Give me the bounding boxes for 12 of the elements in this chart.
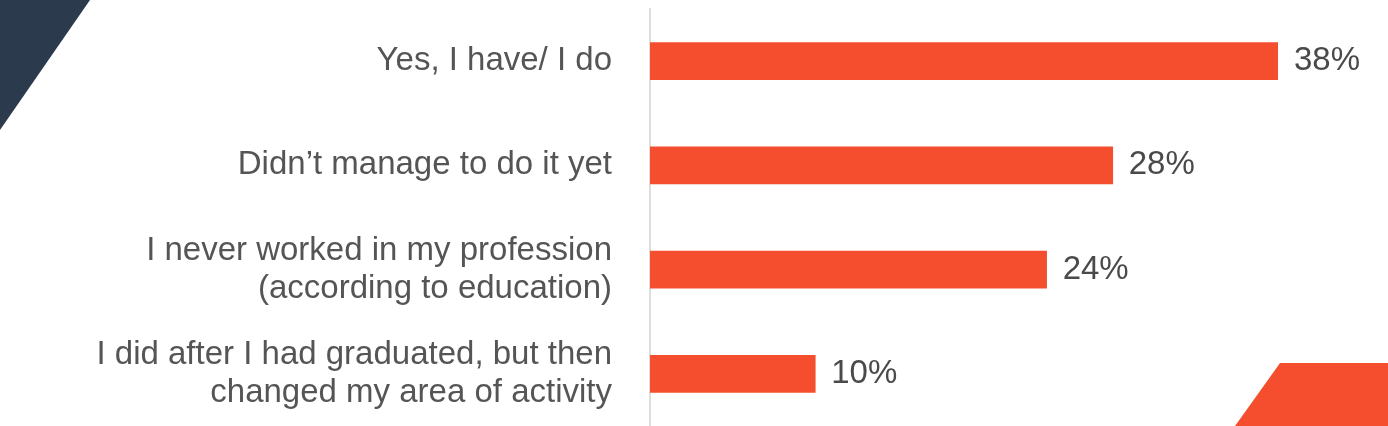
y-tick-label: Didn’t manage to do it yet	[237, 144, 612, 182]
data-label: 38%	[1294, 40, 1361, 78]
y-tick-label: I did after I had graduated, but then changed my area of activity	[96, 333, 613, 409]
data-label: 28%	[1128, 144, 1195, 182]
data-label: 24%	[1062, 248, 1129, 286]
bar	[650, 355, 816, 393]
bar	[650, 146, 1114, 185]
data-label: 10%	[831, 352, 898, 390]
y-tick-label: I never worked in my profession (according to education)	[146, 229, 612, 305]
bar	[650, 42, 1278, 80]
y-tick-label: Yes, I have/ I do	[376, 40, 612, 78]
bar	[650, 250, 1047, 289]
